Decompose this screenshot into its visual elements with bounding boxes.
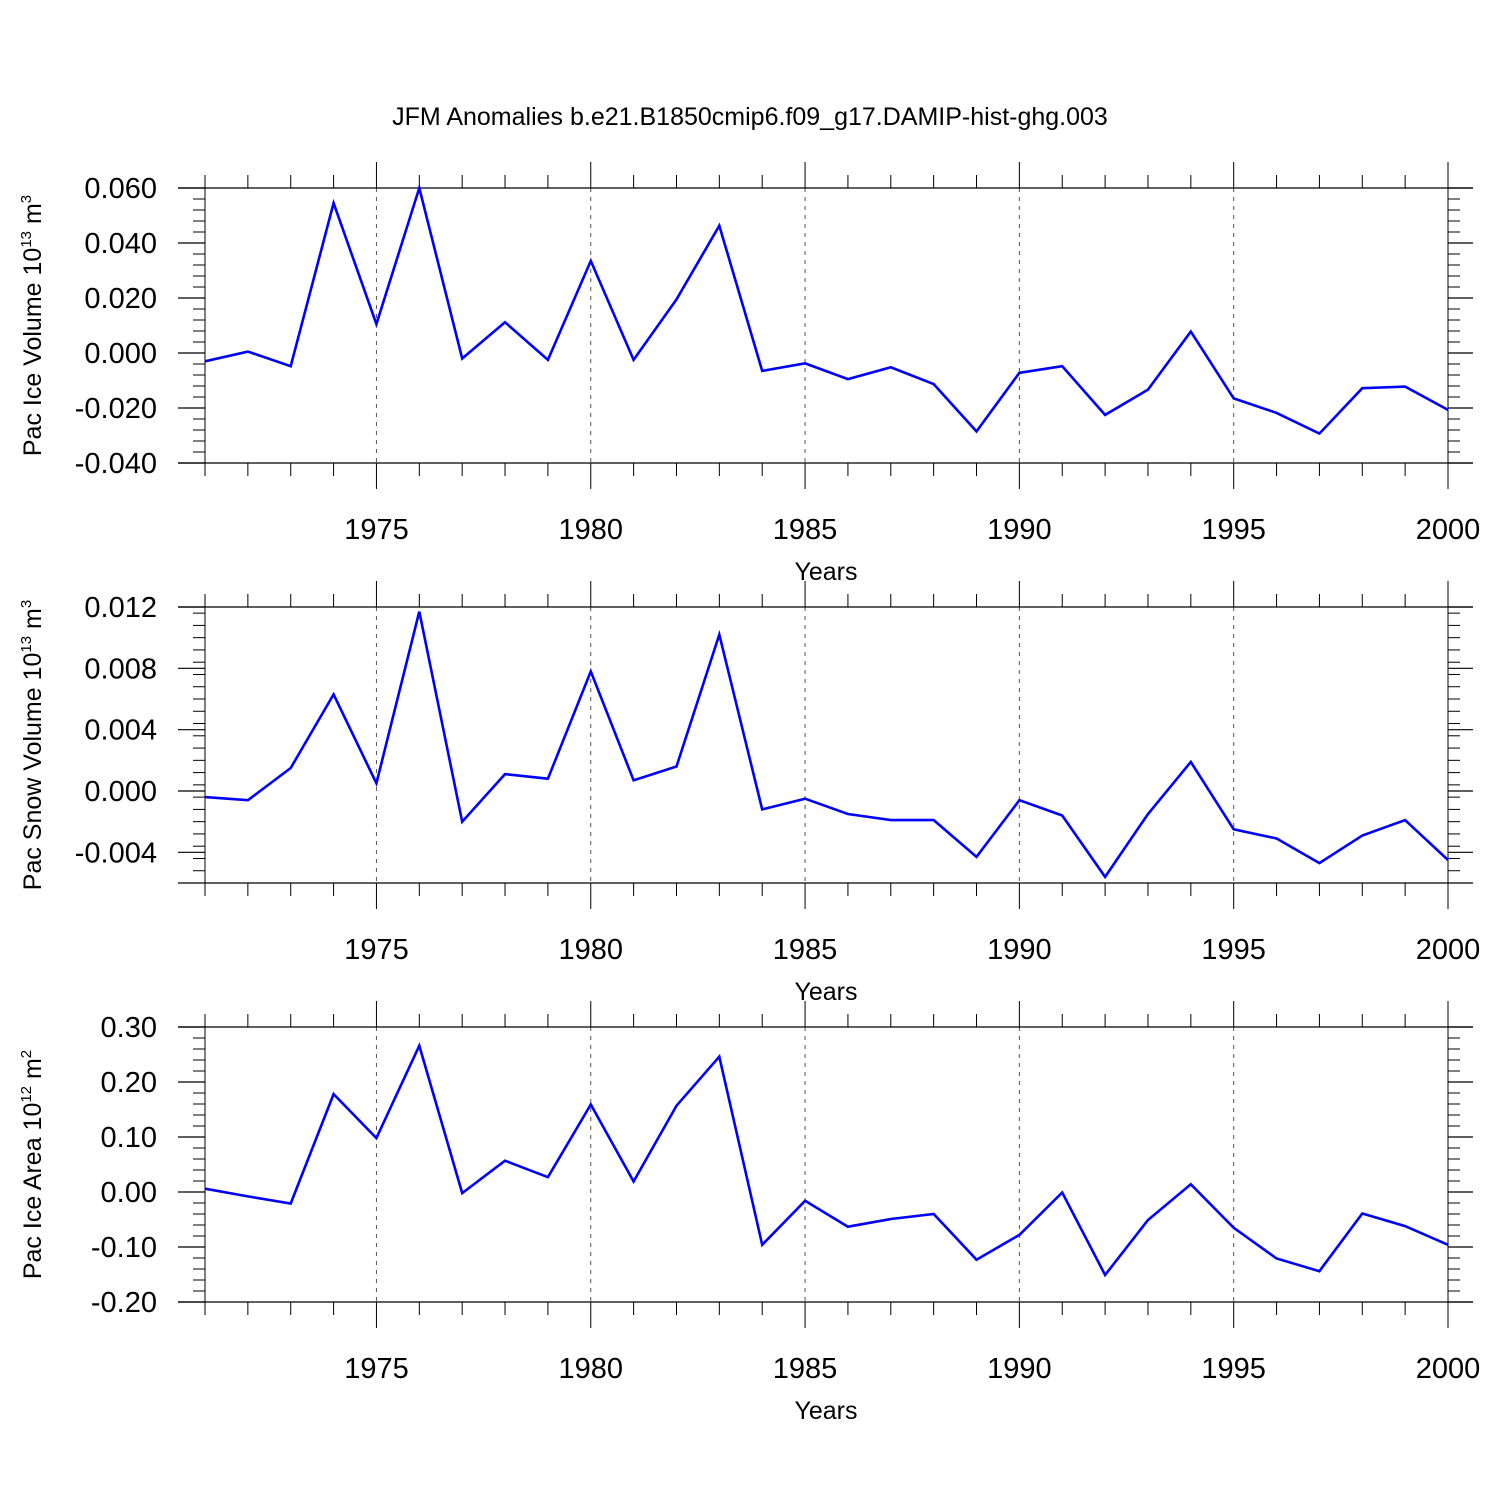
- x-tick-label: 1995: [1201, 514, 1266, 546]
- panel-3: -0.20 -0.10 0.00 0.10 0.20 0.30 1975 1980 1985 19…: [18, 1001, 1480, 1425]
- x-tick-label: 1975: [344, 934, 409, 966]
- x-tick-label: 1995: [1201, 1353, 1266, 1385]
- y-tick-label: 0.20: [101, 1067, 157, 1099]
- x-tick-label: 1980: [559, 934, 624, 966]
- chart-title: JFM Anomalies b.e21.B1850cmip6.f09_g17.D…: [392, 103, 1108, 131]
- y-axis-label: Pac Ice Volume 1013 m3: [18, 195, 47, 456]
- x-tick-label: 1985: [773, 934, 838, 966]
- y-tick-label: 0.020: [84, 283, 157, 315]
- x-tick-label: 1975: [344, 514, 409, 546]
- x-tick-label: 1985: [773, 514, 838, 546]
- series-line: [204, 183, 1449, 436]
- y-tick-label: -0.10: [91, 1232, 157, 1264]
- x-tick-label: 1980: [559, 514, 624, 546]
- y-tick-label: -0.004: [75, 837, 157, 869]
- x-tick-label: 1995: [1201, 934, 1266, 966]
- y-tick-label: -0.020: [75, 393, 157, 425]
- series-line: [204, 1042, 1449, 1278]
- x-tick-label: 1990: [987, 514, 1052, 546]
- series-line: [204, 611, 1449, 880]
- panel-1: -0.040 -0.020 0.000 0.020 0.040 0.060 1975 1980…: [18, 162, 1480, 586]
- x-tick-label: 2000: [1416, 514, 1481, 546]
- x-tick-label: 1990: [987, 1353, 1052, 1385]
- x-axis-label: Years: [794, 978, 857, 1006]
- y-tick-label: 0.000: [84, 338, 157, 370]
- y-tick-label: 0.000: [84, 776, 157, 808]
- x-axis-label: Years: [794, 1397, 857, 1425]
- y-tick-label: 0.30: [101, 1012, 157, 1044]
- y-tick-label: 0.10: [101, 1122, 157, 1154]
- y-tick-label: -0.20: [91, 1287, 157, 1319]
- y-tick-label: 0.00: [101, 1177, 157, 1209]
- x-axis-label: Years: [794, 558, 857, 586]
- y-axis-label: Pac Snow Volume 1013 m3: [18, 600, 47, 890]
- y-tick-label: -0.040: [75, 448, 157, 480]
- y-axis-label: Pac Ice Area 1012 m2: [18, 1050, 47, 1279]
- y-tick-label: 0.004: [84, 715, 157, 747]
- y-tick-label: 0.060: [84, 173, 157, 205]
- y-tick-label: 0.040: [84, 228, 157, 260]
- x-tick-label: 1980: [559, 1353, 624, 1385]
- x-tick-label: 1975: [344, 1353, 409, 1385]
- y-tick-label: 0.008: [84, 653, 157, 685]
- y-tick-label: 0.012: [84, 592, 157, 624]
- x-tick-label: 2000: [1416, 934, 1481, 966]
- x-tick-label: 2000: [1416, 1353, 1481, 1385]
- panel-2: -0.004 0.000 0.004 0.008 0.012 1975 1980 1985 19…: [18, 581, 1480, 1006]
- x-tick-label: 1985: [773, 1353, 838, 1385]
- x-tick-label: 1990: [987, 934, 1052, 966]
